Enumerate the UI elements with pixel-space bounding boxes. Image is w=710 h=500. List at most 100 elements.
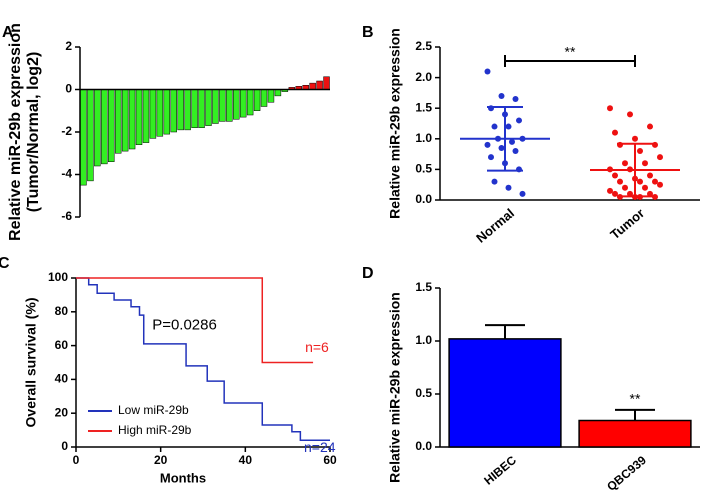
data-point <box>627 111 633 118</box>
y-axis-label: Relative miR-29b expression <box>387 28 403 219</box>
bar <box>184 89 191 131</box>
survival-line <box>76 277 314 364</box>
bar <box>253 89 261 111</box>
x-tick-label: 60 <box>323 453 337 467</box>
bar <box>267 89 275 103</box>
bar <box>135 89 143 145</box>
x-tick-label: Normal <box>473 205 517 245</box>
x-tick-label: 0 <box>73 453 80 467</box>
y-tick-label: 0 <box>65 82 72 96</box>
data-point <box>652 141 658 148</box>
x-axis-label: Months <box>160 470 206 485</box>
data-point <box>509 138 515 145</box>
data-point <box>484 68 491 75</box>
data-point <box>607 105 613 112</box>
y-tick-label: 2.5 <box>415 39 432 53</box>
data-point <box>498 144 505 151</box>
panel-label: C <box>0 255 10 272</box>
bar <box>260 89 268 107</box>
bar <box>87 89 94 182</box>
y-tick-label: 0.0 <box>415 439 432 453</box>
y-axis-label: Overall survival (%) <box>23 298 39 428</box>
bar <box>198 89 205 128</box>
x-tick-label: Tumor <box>607 205 647 242</box>
y-tick-label: 0.5 <box>415 162 432 176</box>
x-tick-label: HIBEC <box>481 453 519 488</box>
bar <box>121 89 129 152</box>
y-tick-label: -4 <box>61 167 72 181</box>
bar <box>578 419 692 448</box>
y-tick-label: 0.0 <box>415 192 432 206</box>
n-label: n=6 <box>305 339 329 355</box>
bar <box>101 89 108 165</box>
y-tick-label: 40 <box>55 372 69 386</box>
y-tick-label: 60 <box>55 338 69 352</box>
bar <box>205 89 212 126</box>
bar <box>156 89 164 137</box>
survival-line <box>76 277 330 441</box>
bar <box>80 89 87 186</box>
bar <box>114 89 122 154</box>
bar <box>108 89 115 162</box>
data-point <box>505 184 512 191</box>
data-point <box>642 184 648 191</box>
bar <box>94 89 101 167</box>
y-tick-label: 20 <box>55 405 69 419</box>
data-point <box>607 187 613 194</box>
data-point <box>647 123 653 130</box>
y-tick-label: 1.5 <box>415 280 432 294</box>
panel-label: B <box>362 24 374 41</box>
data-point <box>657 154 663 161</box>
data-point <box>622 184 628 191</box>
bar <box>212 89 219 124</box>
y-axis-label: Relative miR-29b expression <box>7 23 24 241</box>
data-point <box>617 178 623 185</box>
y-tick-label: 0.5 <box>415 386 432 400</box>
bar <box>219 89 226 122</box>
bar <box>191 89 198 128</box>
y-tick-label: 2.0 <box>415 70 432 84</box>
data-point <box>612 129 618 136</box>
data-point <box>516 117 522 124</box>
bar <box>309 82 316 90</box>
data-point <box>652 178 658 185</box>
legend-label: Low miR-29b <box>118 403 189 417</box>
data-point <box>519 190 526 197</box>
data-point <box>642 160 648 167</box>
data-point <box>491 123 498 130</box>
y-tick-label: 0 <box>61 439 68 453</box>
data-point <box>512 96 519 103</box>
bar <box>128 89 136 150</box>
data-point <box>612 190 618 197</box>
bar <box>149 89 157 139</box>
n-label: n=24 <box>304 439 336 455</box>
bar <box>177 89 184 131</box>
data-point <box>637 148 643 155</box>
data-point <box>484 141 491 148</box>
x-tick-label: 20 <box>154 453 168 467</box>
data-point <box>505 123 512 130</box>
bar <box>448 338 562 448</box>
y-tick-label: 2 <box>65 39 72 53</box>
y-tick-label: 1.5 <box>415 100 432 114</box>
bar <box>323 76 330 90</box>
data-point <box>657 181 663 188</box>
data-point <box>512 148 519 155</box>
y-axis-label: (Tumor/Normal, log2) <box>25 52 42 213</box>
data-point <box>488 154 494 161</box>
bar <box>316 80 323 90</box>
y-tick-label: 80 <box>55 304 69 318</box>
data-point <box>647 172 653 179</box>
data-point <box>652 193 658 200</box>
x-tick-label: QBC939 <box>604 453 649 494</box>
panel-label: A <box>2 24 14 41</box>
bar <box>274 89 282 97</box>
bar <box>233 89 240 120</box>
y-tick-label: 1.0 <box>415 333 432 347</box>
bar <box>170 89 177 133</box>
data-point <box>612 172 618 179</box>
bar <box>142 89 150 143</box>
data-point <box>622 160 628 167</box>
y-tick-label: 1.0 <box>415 131 432 145</box>
